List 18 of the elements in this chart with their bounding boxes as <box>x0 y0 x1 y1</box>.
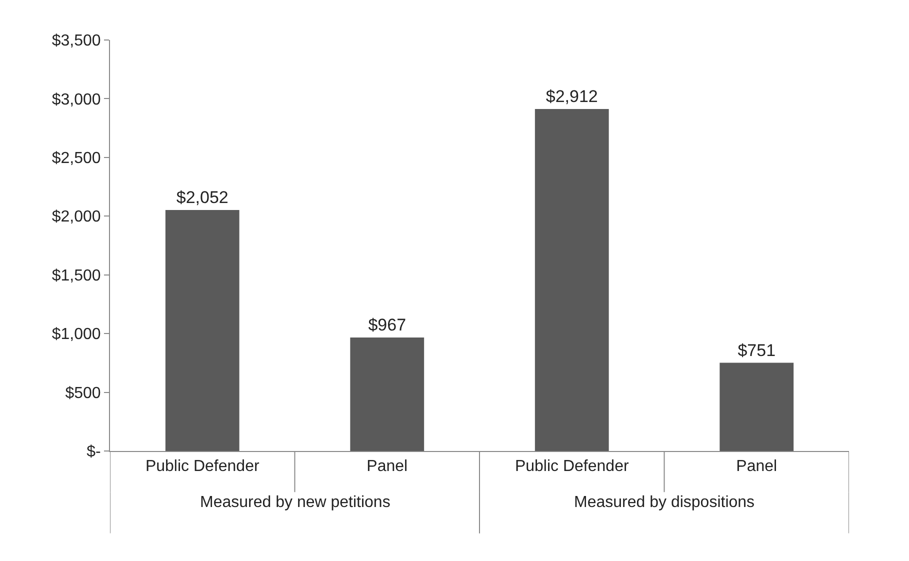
y-tick-label: $3,500 <box>52 32 101 50</box>
x-tick-label: Public Defender <box>145 458 260 476</box>
y-tick-label: $1,000 <box>52 326 101 344</box>
data-label: $967 <box>368 315 406 334</box>
data-label: $751 <box>738 340 776 360</box>
x-tick-label: Panel <box>736 458 778 476</box>
y-tick-label: $3,000 <box>52 91 101 108</box>
y-tick-label: $500 <box>65 384 101 402</box>
y-tick-label: $2,500 <box>52 150 101 168</box>
y-tick-label: $1,500 <box>52 267 101 284</box>
text: Measured by dispositions <box>574 494 755 511</box>
y-tick-label: $- <box>86 444 101 461</box>
y-tick-label: $2,000 <box>52 208 101 226</box>
x-tick-label: Public Defender <box>514 458 630 476</box>
data-label: $2,912 <box>546 87 598 106</box>
data-label: $2,052 <box>176 188 228 208</box>
text: Measured by new petitions <box>200 494 390 511</box>
x-tick-label: Panel <box>366 458 408 476</box>
